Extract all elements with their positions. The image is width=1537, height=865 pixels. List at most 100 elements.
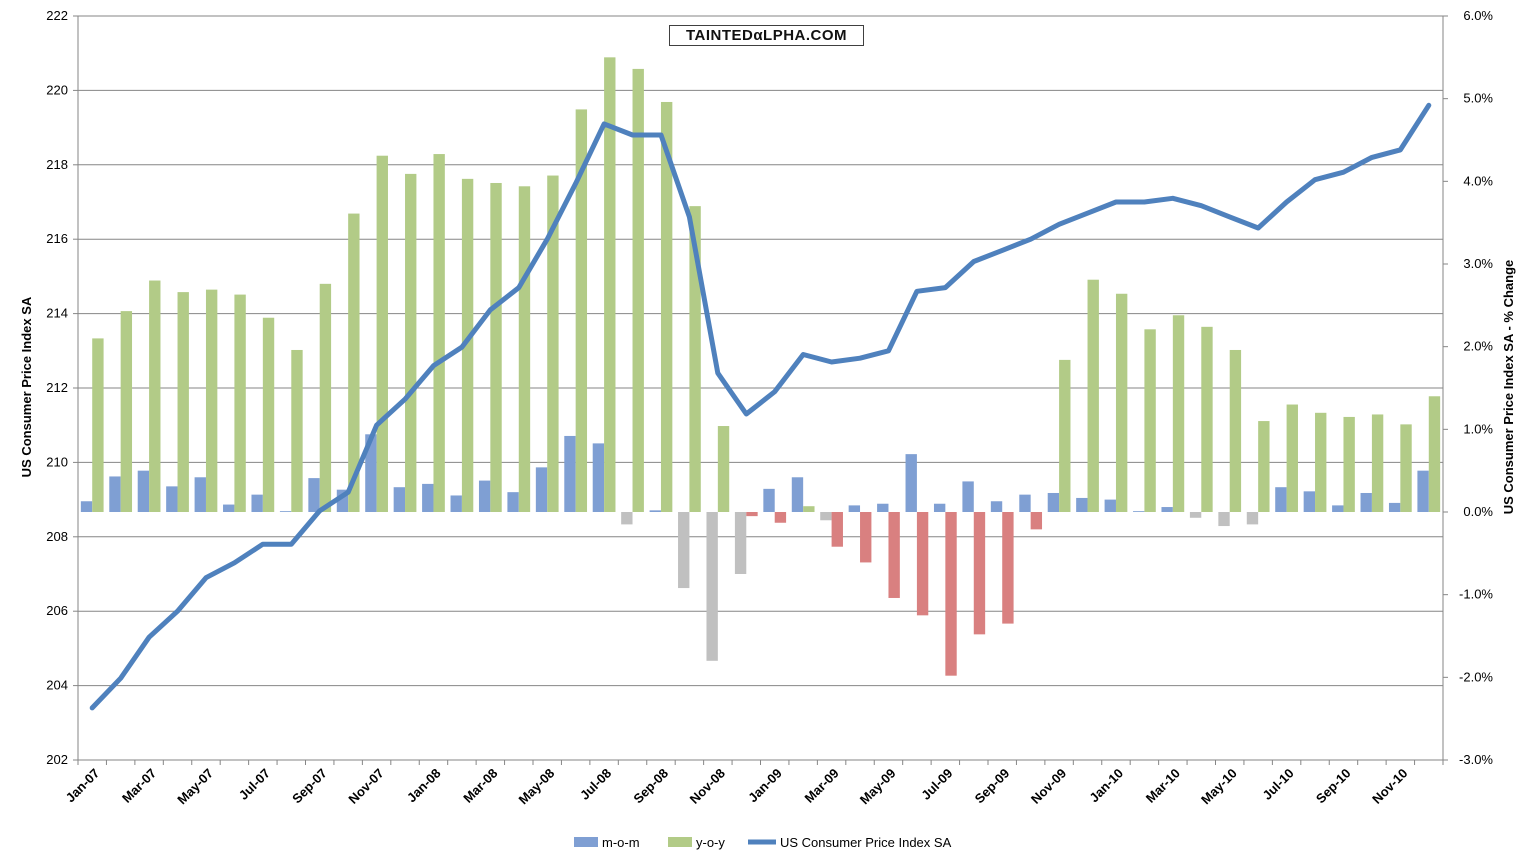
bar-yoy [689, 206, 701, 512]
bar-mom [1388, 502, 1401, 512]
bar-mom [336, 489, 349, 512]
x-tick-label: Jul-10 [1260, 766, 1297, 803]
bar-mom [1360, 492, 1372, 512]
legend-label-mom: m-o-m [602, 835, 640, 850]
bar-mom [1104, 499, 1116, 512]
x-tick-label: May-08 [516, 766, 558, 808]
x-tick-label: Jul-09 [918, 766, 955, 803]
bar-mom [621, 512, 633, 525]
bar-mom [1303, 491, 1316, 512]
bar-mom [1019, 494, 1031, 512]
bar-yoy [291, 349, 303, 512]
bar-mom [308, 478, 320, 512]
bar-yoy [803, 506, 815, 512]
bar-yoy [1087, 279, 1099, 512]
y-axis-left: 202 204 206 208 210 212 214 216 218 220 222 [46, 8, 78, 767]
bar-mom [1047, 492, 1060, 512]
bar-yoy [1115, 293, 1128, 512]
bar-mom [1189, 512, 1202, 518]
y-left-tick-label: 208 [46, 529, 68, 544]
bar-mom [1417, 470, 1429, 512]
bar-yoy [831, 512, 843, 547]
y-left-tick-label: 206 [46, 603, 68, 618]
bar-yoy [1002, 512, 1014, 624]
line-series [89, 102, 1432, 711]
x-tick-label: May-09 [857, 766, 899, 808]
x-tick-label: Nov-10 [1369, 766, 1410, 807]
x-axis: Jan-07 Mar-07 May-07 Jul-07 Sep-07 Nov-07 Jan-… [63, 760, 1444, 808]
bar-yoy [774, 512, 787, 523]
bar-yoy [319, 283, 332, 512]
bar-yoy [604, 57, 616, 512]
y-left-tick-label: 214 [46, 306, 68, 321]
bar-mom [649, 510, 661, 512]
y-right-tick-label: 3.0% [1463, 256, 1493, 271]
bar-yoy [1371, 414, 1384, 512]
y-right-tick-label: -3.0% [1459, 752, 1493, 767]
bar-yoy [1172, 315, 1185, 512]
y-right-tick-label: 5.0% [1463, 91, 1493, 106]
bar-mom [166, 486, 178, 512]
bar-mom [706, 512, 718, 661]
legend-swatch-mom [574, 837, 598, 847]
bar-yoy [92, 338, 104, 512]
y-left-tick-label: 216 [46, 231, 68, 246]
bar-yoy [234, 294, 246, 512]
x-tick-label: Jan-10 [1086, 766, 1126, 806]
bar-mom [393, 487, 406, 512]
bar-mom [80, 501, 93, 512]
watermark-logo: TAINTEDαLPHA.COM [669, 25, 864, 46]
bar-mom [137, 470, 150, 512]
bar-yoy [1059, 359, 1071, 512]
y-axis-right: -3.0% -2.0% -1.0% 0.0% 1.0% 2.0% 3.0% 4.0% 5.0% 6… [1443, 8, 1493, 767]
x-tick-label: Jan-08 [404, 766, 444, 806]
bar-yoy [1286, 404, 1298, 512]
x-tick-label: Nov-09 [1028, 766, 1069, 807]
bar-yoy [575, 109, 588, 512]
x-tick-label: Mar-09 [801, 766, 841, 806]
bar-yoy [177, 292, 189, 512]
bar-yoy [916, 512, 929, 616]
bar-yoy [461, 178, 474, 512]
bar-yoy [717, 426, 730, 512]
x-tick-label: Sep-07 [289, 766, 330, 807]
bar-yoy [945, 512, 957, 676]
bar-yoy [888, 512, 900, 598]
legend: m-o-m y-o-y US Consumer Price Index SA [574, 835, 952, 850]
x-tick-label: Jan-09 [745, 766, 785, 806]
bar-mom [933, 503, 946, 512]
bar-yoy [120, 311, 133, 512]
bar-yoy [262, 317, 275, 512]
line-cpi-index [89, 102, 1432, 711]
x-tick-label: Jul-08 [577, 766, 614, 803]
bar-mom [990, 501, 1003, 512]
y-axis-left-title: US Consumer Price Index SA [19, 296, 34, 477]
bar-mom [564, 435, 576, 512]
bar-mom [1332, 505, 1344, 512]
bar-mom [1133, 511, 1145, 512]
x-tick-label: Sep-10 [1313, 766, 1354, 807]
bar-yoy [433, 154, 445, 512]
bar-mom [365, 434, 377, 512]
bar-yoy [1315, 412, 1327, 512]
bar-mom [877, 503, 889, 512]
bar-yoy [746, 512, 758, 517]
bar-mom [194, 477, 206, 512]
bar-mom [848, 505, 861, 512]
bar-mom [820, 512, 832, 521]
bar-yoy [973, 512, 986, 635]
bar-mom [478, 480, 491, 512]
bar-mom [422, 483, 434, 512]
bar-yoy [1030, 512, 1043, 530]
bar-yoy [1343, 416, 1355, 512]
bar-mom [507, 492, 519, 512]
bar-yoy [405, 173, 417, 513]
y-left-tick-label: 204 [46, 678, 68, 693]
bar-yoy [547, 175, 559, 512]
y-right-tick-label: -1.0% [1459, 587, 1493, 602]
legend-label-index: US Consumer Price Index SA [780, 835, 952, 850]
bar-yoy [1400, 424, 1412, 512]
y-left-tick-label: 222 [46, 8, 68, 23]
bar-mom [763, 488, 775, 512]
